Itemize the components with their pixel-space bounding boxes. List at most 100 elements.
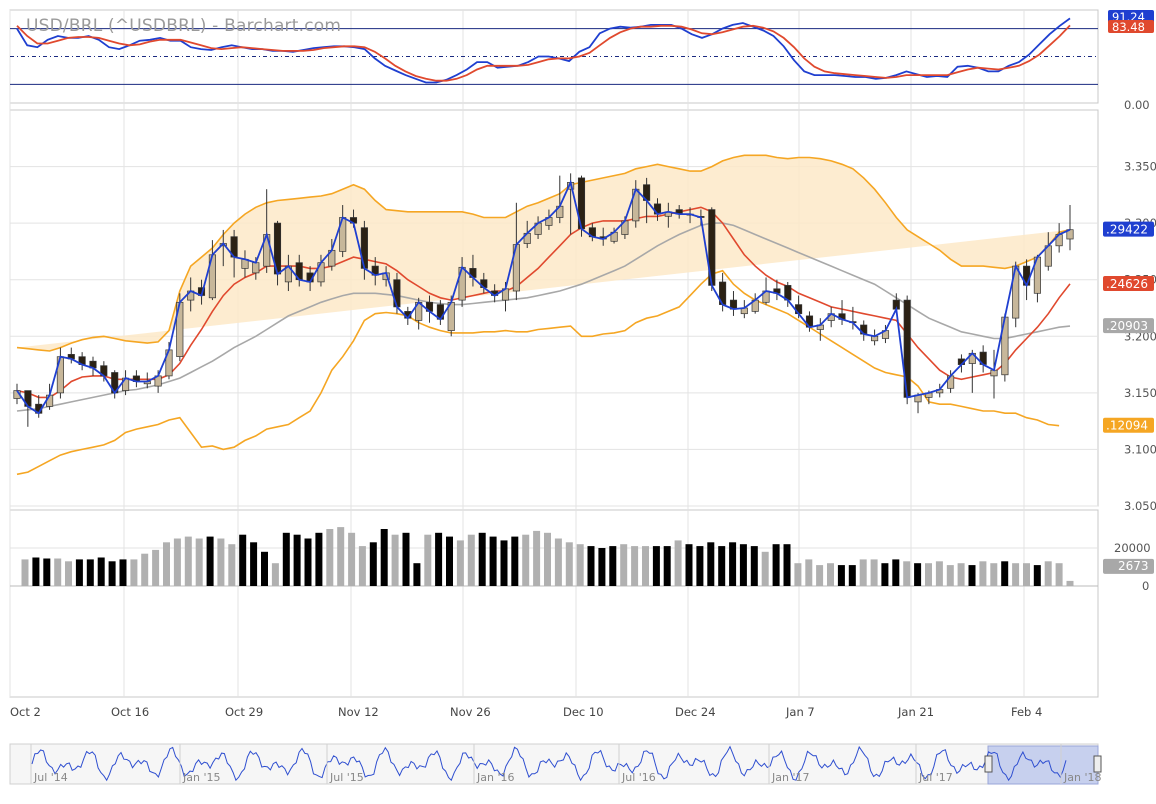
bollinger-upper-line (16, 154, 1071, 352)
bollinger-band-fill (17, 155, 1070, 351)
volume-bar (130, 559, 138, 586)
navigator-left-handle (984, 755, 993, 773)
volume-bar (816, 565, 824, 586)
volume-bar (1012, 563, 1020, 586)
volume-bar (761, 551, 769, 586)
last-value-tag-label: .12094 (1106, 419, 1148, 433)
volume-bar (544, 532, 551, 586)
close-price-line (16, 179, 1071, 415)
volume-bar (968, 565, 976, 586)
price-panel-frame (9, 109, 1099, 507)
volume-bar (337, 527, 345, 586)
volume-bar (848, 565, 856, 586)
volume-bar (1055, 563, 1063, 586)
volume-bar (642, 546, 649, 586)
volume-bar (576, 544, 584, 586)
volume-bar (696, 546, 704, 586)
navigator-line (31, 745, 1067, 782)
bollinger-lower-line (16, 269, 1060, 476)
navigator-tick-label: Jul '14 (33, 771, 68, 784)
moving-average-red (16, 206, 1071, 399)
volume-bar (261, 551, 268, 586)
volume-bar (663, 546, 671, 586)
volume-bar (881, 563, 889, 586)
volume-bar (239, 534, 247, 586)
volume-bar (54, 558, 62, 586)
volume-bar (163, 542, 170, 586)
volume-bar (565, 542, 573, 586)
volume-bar (380, 529, 388, 586)
x-tick-label: Jan 7 (785, 705, 815, 719)
volume-bar (631, 546, 639, 586)
volume-bar (718, 546, 726, 586)
volume-bar (739, 544, 747, 586)
volume-bar (358, 546, 366, 586)
stoch-value-tag-label: 83.48 (1112, 20, 1145, 34)
volume-bar (217, 538, 225, 586)
volume-bar (729, 542, 737, 586)
navigator-tick-label: Jan '16 (476, 771, 514, 784)
volume-bar (195, 538, 203, 586)
x-tick-label: Oct 2 (10, 705, 41, 719)
volume-bar (424, 534, 432, 586)
stoch-value-tag (1108, 20, 1154, 33)
navigator-right-handle (1093, 755, 1102, 773)
volume-bar (837, 565, 845, 586)
volume-bar (533, 530, 541, 586)
navigator-tick-label: Jan '18 (1063, 771, 1101, 784)
volume-bar (86, 559, 94, 586)
x-tick-label: Oct 29 (225, 705, 263, 719)
volume-bar (206, 536, 214, 586)
volume-bar (478, 532, 486, 586)
volume-bar (293, 534, 301, 586)
volume-bar (870, 559, 878, 586)
volume-bar (1066, 580, 1074, 586)
volume-bar (620, 544, 628, 586)
volume-bar (391, 534, 399, 586)
volume-bar (326, 529, 334, 586)
stoch-value-tag (1108, 10, 1154, 23)
y-tick-label: 3.35000 (1124, 160, 1156, 174)
volume-y-tick: 20000 (1114, 541, 1151, 555)
volume-bar (957, 563, 965, 586)
volume-bar (446, 536, 453, 586)
volume-bar (827, 563, 834, 586)
volume-bar (435, 532, 443, 586)
volume-bar (685, 544, 693, 586)
volume-bar (652, 546, 660, 586)
volume-bar (511, 536, 519, 586)
volume-bar (369, 542, 377, 586)
volume-bar (228, 544, 236, 586)
volume-bar (750, 546, 758, 586)
x-tick-label: Oct 16 (111, 705, 149, 719)
last-value-tag-label: .29422 (1106, 223, 1148, 237)
volume-bar (990, 563, 998, 586)
last-value-tag-label: .20903 (1106, 319, 1148, 333)
volume-bar (587, 546, 595, 586)
volume-bar (119, 559, 127, 586)
volume-bar (1001, 561, 1009, 586)
last-value-tag-label: .24626 (1106, 277, 1148, 291)
last-value-tag (1103, 275, 1154, 291)
navigator-tick-label: Jul '15 (329, 771, 364, 784)
volume-bar (935, 561, 943, 586)
navigator-tick-label: Jan '17 (771, 771, 809, 784)
volume-bar (141, 553, 149, 586)
volume-bar (413, 563, 421, 586)
volume-bar (914, 563, 922, 586)
x-tick-label: Dec 24 (675, 705, 716, 719)
last-value-tag (1103, 318, 1154, 334)
volume-panel-frame (9, 509, 1099, 698)
volume-bar (554, 538, 562, 586)
last-value-tag (1103, 417, 1154, 433)
volume-bar (674, 540, 682, 586)
volume-bar (946, 565, 954, 586)
stoch-d-line (16, 24, 1071, 82)
volume-bar (32, 557, 40, 586)
volume-bar (97, 557, 105, 586)
x-tick-label: Nov 12 (338, 705, 379, 719)
x-tick-label: Dec 10 (563, 705, 604, 719)
volume-bar (21, 559, 29, 586)
volume-bar (925, 563, 932, 586)
